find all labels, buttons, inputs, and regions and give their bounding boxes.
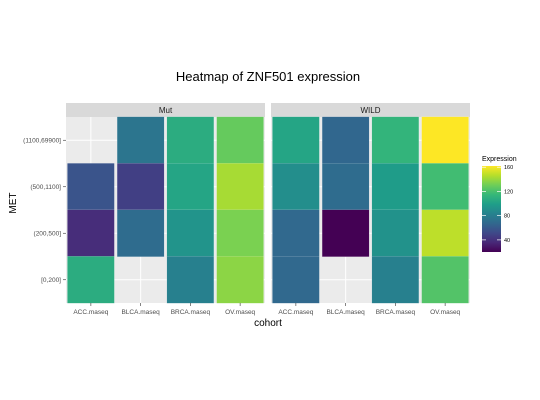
x-axis-label: cohort	[254, 318, 282, 329]
facet-panels: Mut WILD	[66, 103, 470, 304]
heatmap-cell-mut-ov-maseq-0-200	[216, 256, 264, 304]
y-tick-label-1100-69900: (1100,69900]	[23, 138, 61, 145]
heatmap-cell-mut-acc-maseq-0-200	[67, 256, 115, 304]
y-tick-label-200-500: (200,500]	[34, 231, 62, 238]
heatmap-cell-wild-acc-maseq-0-200	[272, 256, 320, 304]
facet-strip-label: Mut	[159, 106, 173, 115]
facet-panel-mut: Mut	[66, 103, 265, 304]
x-tick-label-blca-maseq: BLCA.maseq	[121, 309, 160, 316]
x-tick-label-brca-maseq: BRCA.maseq	[376, 309, 416, 316]
legend-tick-label-80: 80	[504, 214, 510, 220]
heatmap-cell-mut-brca-maseq-500-1100	[166, 163, 215, 211]
heatmap-cell-wild-ov-maseq-200-500	[421, 209, 469, 257]
heatmap-cell-mut-ov-maseq-500-1100	[216, 163, 264, 211]
heatmap-cell-wild-brca-maseq-500-1100	[371, 163, 420, 211]
heatmap-cell-wild-ov-maseq-0-200	[421, 256, 469, 304]
chart-title: Heatmap of ZNF501 expression	[176, 69, 360, 84]
legend-tick-label-120: 120	[504, 189, 513, 195]
heatmap-cell-mut-ov-maseq-200-500	[216, 209, 264, 257]
heatmap-cell-wild-ov-maseq-1100-69900	[421, 116, 469, 164]
x-tick-label-acc-maseq: ACC.maseq	[73, 309, 108, 316]
y-tick-label-500-1100: (500,1100]	[30, 184, 61, 191]
heatmap-cell-wild-blca-maseq-500-1100	[321, 163, 370, 211]
heatmap-cell-mut-blca-maseq-500-1100	[116, 163, 165, 211]
heatmap-cell-wild-acc-maseq-1100-69900	[272, 116, 320, 164]
y-axis-ticks: [0,200] (200,500] (500,1100] (1100,69900]	[23, 138, 66, 284]
heatmap-cell-mut-blca-maseq-200-500	[116, 209, 165, 257]
x-axis-ticks: ACC.maseq BLCA.maseq BRCA.maseq OV.maseq ACC…	[73, 303, 461, 316]
y-axis-label: MET	[8, 192, 19, 213]
legend-ticks: 40 80 120 160	[482, 165, 513, 244]
facet-strip	[271, 103, 470, 117]
heatmap-cell-mut-acc-maseq-500-1100	[67, 163, 115, 211]
heatmap-cell-wild-brca-maseq-200-500	[371, 209, 420, 257]
heatmap-cell-mut-blca-maseq-1100-69900	[116, 116, 165, 164]
legend-tick-label-160: 160	[504, 165, 513, 171]
heatmap-cell-mut-brca-maseq-1100-69900	[166, 116, 215, 164]
x-tick-label-brca-maseq: BRCA.maseq	[171, 309, 211, 316]
legend-colorbar	[482, 166, 501, 252]
x-tick-label-acc-maseq: ACC.maseq	[278, 309, 313, 316]
facet-strip-label: WILD	[361, 106, 381, 115]
heatmap-cell-wild-acc-maseq-200-500	[272, 209, 320, 257]
x-tick-label-ov-maseq: OV.maseq	[430, 309, 460, 316]
heatmap-cell-mut-ov-maseq-1100-69900	[216, 116, 264, 164]
facet-strip	[66, 103, 265, 117]
facet-panel-wild: WILD	[271, 103, 470, 304]
heatmap-cell-wild-blca-maseq-1100-69900	[321, 116, 370, 164]
legend-tick-label-40: 40	[504, 238, 510, 244]
heatmap-cell-wild-brca-maseq-0-200	[371, 256, 420, 304]
legend-title: Expression	[482, 156, 517, 163]
y-tick-label-0-200: [0,200]	[41, 277, 61, 284]
heatmap-cell-mut-acc-maseq-200-500	[67, 209, 115, 257]
heatmap-cell-wild-brca-maseq-1100-69900	[371, 116, 420, 164]
heatmap-cell-wild-ov-maseq-500-1100	[421, 163, 469, 211]
x-tick-label-ov-maseq: OV.maseq	[225, 309, 255, 316]
x-tick-label-blca-maseq: BLCA.maseq	[326, 309, 365, 316]
heatmap-cell-wild-blca-maseq-200-500	[321, 209, 370, 257]
heatmap-cell-wild-acc-maseq-500-1100	[272, 163, 320, 211]
heatmap-cell-mut-brca-maseq-0-200	[166, 256, 215, 304]
heatmap-cell-mut-brca-maseq-200-500	[166, 209, 215, 257]
color-legend: Expression 40 80 120 160	[482, 156, 517, 252]
